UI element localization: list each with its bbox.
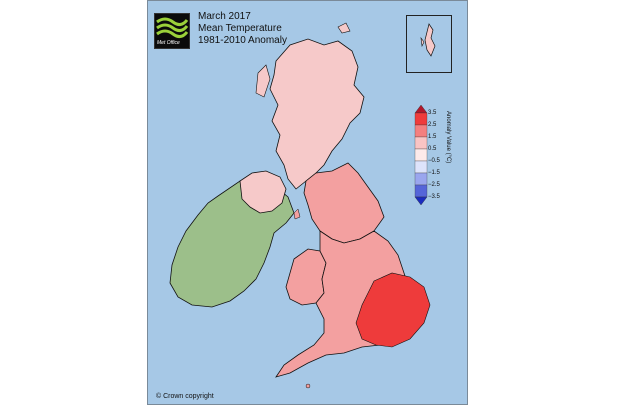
logo-text: Met Office <box>157 40 180 46</box>
legend-swatch <box>414 184 428 198</box>
map-title: March 2017 Mean Temperature 1981-2010 An… <box>198 11 287 47</box>
legend-tick-label: −2.5 <box>428 182 440 188</box>
legend-max-arrow <box>414 104 428 114</box>
map-frame: Met Office March 2017 Mean Temperature 1… <box>147 0 468 405</box>
isle-of-man <box>293 208 301 220</box>
legend-colorbar <box>414 104 428 206</box>
legend-swatch <box>414 136 428 150</box>
western-isles <box>255 64 271 98</box>
logo-waves <box>156 17 189 39</box>
legend-swatch <box>414 148 428 162</box>
wales <box>285 248 327 306</box>
title-line-1: March 2017 <box>198 11 251 22</box>
legend-tick-label: −1.5 <box>428 170 440 176</box>
legend-tick-label: 3.5 <box>428 110 437 116</box>
legend-tick-label: −0.5 <box>428 158 440 164</box>
legend-tick-label: 1.5 <box>428 134 437 140</box>
legend-min-arrow <box>414 196 428 206</box>
legend-swatch <box>414 112 428 126</box>
shetland-islands <box>420 23 436 57</box>
legend-swatch <box>414 160 428 174</box>
northern-ireland <box>239 170 287 214</box>
shetland-inset <box>406 15 452 73</box>
title-line-2: Mean Temperature <box>198 23 282 34</box>
legend: 3.5 2.5 1.5 0.5 −0.5 −1.5 −2.5 −3.5 Anomaly Val… <box>414 104 451 206</box>
northern-england <box>303 162 385 244</box>
met-office-logo-icon: Met Office <box>154 13 190 49</box>
channel-island <box>305 383 311 389</box>
south-east-england <box>355 272 431 348</box>
legend-tick-label: 2.5 <box>428 122 437 128</box>
legend-tick-label: −3.5 <box>428 194 440 200</box>
scotland <box>269 38 365 190</box>
title-line-3: 1981-2010 Anomaly <box>198 35 287 46</box>
legend-swatch <box>414 124 428 138</box>
uk-anomaly-map <box>169 22 431 389</box>
legend-swatch <box>414 172 428 186</box>
copyright-notice: © Crown copyright <box>156 393 214 400</box>
legend-title: Anomaly Value (°C) <box>445 111 451 164</box>
orkney <box>337 22 351 34</box>
legend-tick-label: 0.5 <box>428 146 437 152</box>
